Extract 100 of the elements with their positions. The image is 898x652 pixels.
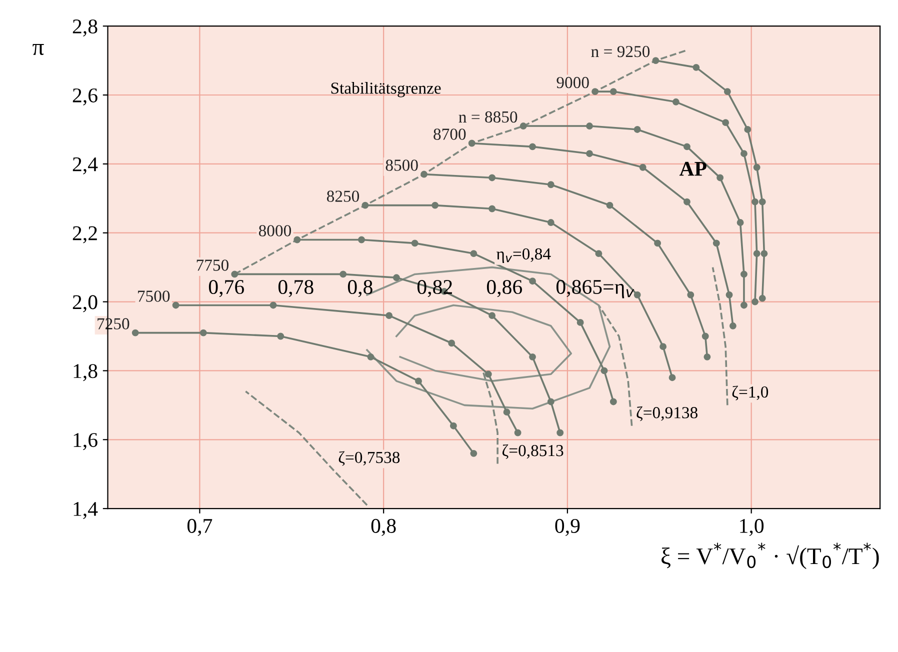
line-series xyxy=(396,304,572,382)
series-label: 7500 xyxy=(138,290,170,302)
point xyxy=(432,202,439,209)
point xyxy=(362,202,369,209)
point xyxy=(729,322,736,330)
point xyxy=(740,302,748,309)
y-tick-label: 2,0 xyxy=(72,295,98,312)
point xyxy=(367,353,374,360)
point xyxy=(672,98,680,106)
point xyxy=(448,340,456,347)
point xyxy=(547,398,554,406)
point xyxy=(760,250,768,258)
point xyxy=(277,332,284,340)
point xyxy=(753,250,760,258)
annotation: ζ=0,9138 xyxy=(636,406,698,422)
point xyxy=(716,174,724,182)
point xyxy=(660,343,667,350)
point xyxy=(740,150,748,158)
point xyxy=(639,164,646,171)
y-tick-label: 2,4 xyxy=(72,157,98,174)
point xyxy=(758,198,766,206)
annotation: 0,76 xyxy=(208,280,244,298)
x-tick-label: 0,8 xyxy=(371,518,396,536)
annotation: 0,78 xyxy=(278,280,314,298)
point xyxy=(529,353,536,360)
point xyxy=(683,143,690,150)
line-series xyxy=(712,266,728,406)
point xyxy=(450,422,457,430)
annotation: Stabilitätsgrenze xyxy=(331,82,441,98)
point xyxy=(586,150,593,158)
annotation: 0,8 xyxy=(348,280,372,298)
point xyxy=(172,302,180,309)
series-label: n = 8850 xyxy=(458,111,518,123)
point xyxy=(758,294,766,302)
point xyxy=(520,122,527,130)
point xyxy=(586,122,593,130)
x-tick-label: 0,9 xyxy=(555,518,580,536)
point xyxy=(722,119,730,126)
point xyxy=(556,429,564,436)
point xyxy=(652,57,660,64)
point xyxy=(358,236,365,244)
x-tick-label: 0,7 xyxy=(187,518,212,536)
series-label: 8500 xyxy=(386,160,418,171)
point xyxy=(687,291,694,298)
x-tick-label: 1,0 xyxy=(740,518,764,536)
point xyxy=(712,240,720,247)
series-label: 7750 xyxy=(196,260,228,271)
point xyxy=(752,198,758,206)
annotation: η$_{v}$=0,84 xyxy=(496,248,551,263)
point xyxy=(744,126,752,133)
series-label: 9000 xyxy=(556,76,589,88)
annotation: ζ=1,0 xyxy=(732,386,768,400)
point xyxy=(634,291,641,298)
point xyxy=(595,250,602,258)
y-tick-label: 1,6 xyxy=(74,433,98,450)
point xyxy=(231,270,238,278)
point xyxy=(270,302,277,309)
point xyxy=(392,274,400,282)
point xyxy=(470,250,478,258)
point xyxy=(132,329,139,336)
point xyxy=(592,88,599,96)
point xyxy=(200,329,207,336)
point xyxy=(420,170,428,178)
series-label: 8250 xyxy=(326,190,360,202)
y-tick-label: 1,4 xyxy=(74,502,98,519)
point xyxy=(726,291,733,298)
annotation: ζ=0,7538 xyxy=(338,451,400,466)
point xyxy=(529,143,536,150)
y-tick-label: 2,2 xyxy=(72,226,97,244)
y-tick-label: 2,6 xyxy=(72,88,98,106)
point xyxy=(753,164,760,171)
point xyxy=(488,205,496,212)
series-label: 8700 xyxy=(434,128,466,140)
point xyxy=(704,353,711,360)
point xyxy=(702,332,709,340)
point xyxy=(294,236,301,244)
line-series xyxy=(482,370,498,465)
point xyxy=(468,140,476,147)
point xyxy=(503,408,510,416)
point xyxy=(654,240,662,247)
point xyxy=(484,370,492,378)
y-tick-label: 2,8 xyxy=(72,19,98,37)
point xyxy=(547,219,554,226)
y-axis-title: π xyxy=(32,44,44,56)
point xyxy=(470,450,478,457)
point xyxy=(600,367,608,374)
y-tick-label: 1,8 xyxy=(74,364,98,382)
point xyxy=(488,312,496,320)
point xyxy=(415,378,422,385)
point xyxy=(610,88,617,96)
point xyxy=(411,240,418,247)
point xyxy=(340,270,347,278)
text: ξ = V$^{*}$/V$_{0}$$^{*}$ · √(T$_{0}$$^{*}$/T$^{*}$) xyxy=(661,542,879,570)
point xyxy=(634,126,641,133)
point xyxy=(736,219,744,226)
series-label: 8000 xyxy=(258,225,291,236)
point xyxy=(606,202,614,209)
point xyxy=(724,88,731,96)
annotation: AP xyxy=(679,162,706,176)
point xyxy=(740,270,748,278)
